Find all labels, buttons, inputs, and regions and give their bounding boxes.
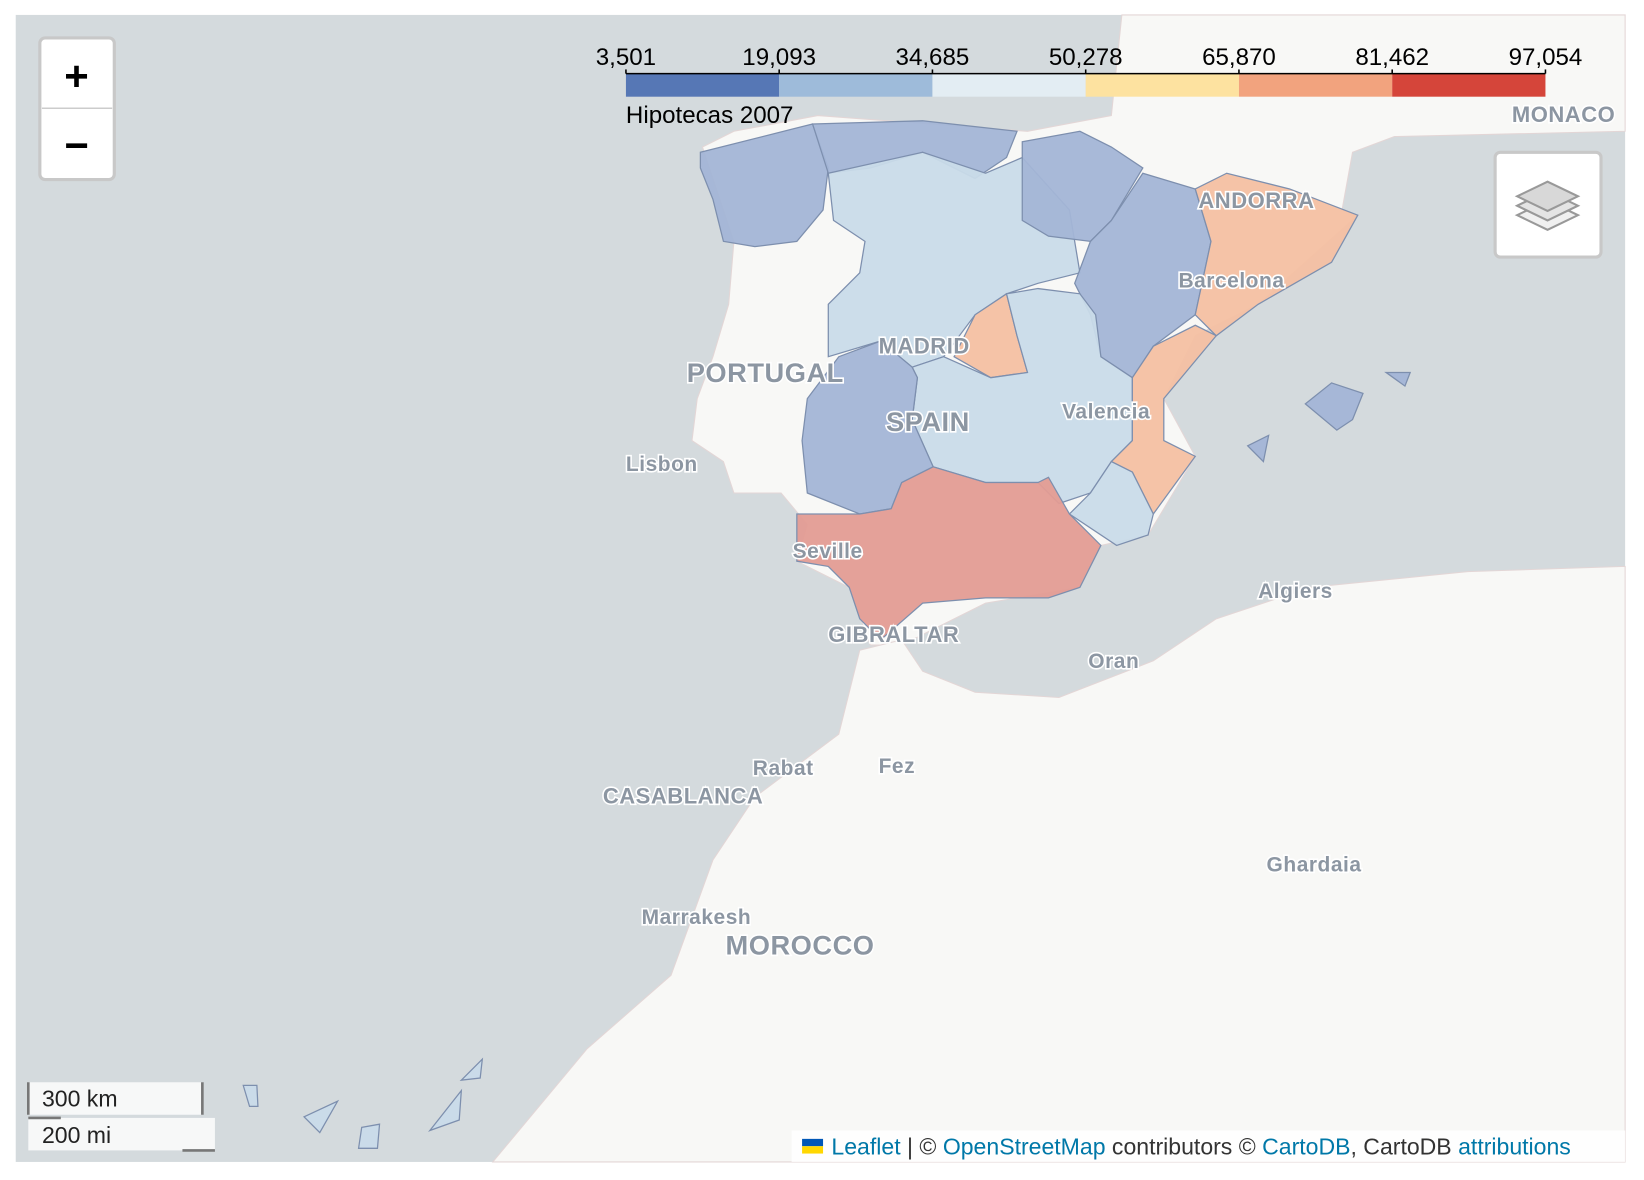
country-label: PORTUGAL [687,357,844,388]
country-label: GIBRALTAR [828,622,959,647]
region [242,1084,259,1108]
legend-tick-label: 50,278 [1049,44,1123,71]
legend-swatch [932,73,1086,97]
scale-metric [26,1080,204,1117]
legend-swatch [779,73,933,97]
legend-tick-label: 65,870 [1202,44,1276,71]
city-label: Lisbon [626,453,698,476]
legend-swatch [625,73,780,97]
region [1110,324,1218,516]
city-label: MADRID [879,334,970,359]
attribution-bg [791,1130,1626,1162]
city-label: Fez [879,755,916,778]
region [459,1057,484,1081]
map-labels: PORTUGAL SPAIN MADRID Lisbon Seville Val… [601,100,1616,962]
link[interactable]: CartoDB [1262,1134,1350,1160]
scale-label: 300 km [42,1085,118,1111]
city-label: Rabat [753,757,814,780]
legend-tick-label: 3,501 [596,44,656,71]
city-label: Barcelona [1178,270,1284,293]
region [1384,371,1412,388]
city-label: Algiers [1258,580,1333,603]
country-label: MONACO [1512,102,1615,127]
city-label: Seville [793,540,863,563]
zoom-control: + − [38,36,116,182]
attribution: Leaflet | © OpenStreetMap contributors ©… [791,1130,1626,1162]
region [302,1099,340,1134]
region [357,1123,381,1149]
zoom-in[interactable]: + [64,52,88,99]
legend-swatch [1392,73,1546,97]
city-label: Valencia [1062,401,1150,424]
flag [802,1138,824,1147]
scale-imperial [26,1116,217,1152]
legend-title: Hipotecas 2007 [626,102,794,129]
legend-tick-label: 19,093 [742,44,816,71]
legend-tick-label: 34,685 [896,44,970,71]
layers-icon [1514,180,1581,213]
text: | © [901,1134,943,1160]
city-label: Ghardaia [1267,854,1362,877]
text: contributors © [1106,1134,1263,1160]
country-label: ANDORRA [1198,188,1314,213]
link[interactable]: Leaflet [831,1134,901,1160]
zoom-out[interactable]: − [64,122,88,169]
city-label: Marrakesh [642,906,752,929]
country-label: SPAIN [886,406,970,437]
city-label: Oran [1088,650,1139,673]
country-label: MOROCCO [726,929,875,960]
link[interactable]: attributions [1458,1134,1571,1160]
regions [242,120,1412,1149]
legend-swatch [1238,73,1393,97]
text: , CartoDB [1351,1134,1459,1160]
region [1304,382,1364,431]
region [428,1088,463,1132]
legend-swatch [1085,73,1239,97]
region [1246,434,1270,463]
city-label: CASABLANCA [603,783,763,808]
legend-tick-label: 81,462 [1355,44,1429,71]
layers-control[interactable] [1493,150,1603,259]
region [796,466,1102,641]
legend-tick-label: 97,054 [1509,44,1583,71]
scale-label: 200 mi [42,1122,111,1148]
region [1068,460,1154,547]
attribution-text: Leaflet | © OpenStreetMap contributors ©… [831,1134,1570,1160]
legend: Hipotecas 2007 3,501 19,093 34,685 50,278 65… [596,44,1583,129]
flag [802,1146,824,1154]
scale-bar: 300 km 200 mi [26,1080,217,1152]
region [1194,172,1359,337]
region [827,151,1081,368]
africa-land [491,565,1626,1163]
link[interactable]: OpenStreetMap [943,1134,1106,1160]
